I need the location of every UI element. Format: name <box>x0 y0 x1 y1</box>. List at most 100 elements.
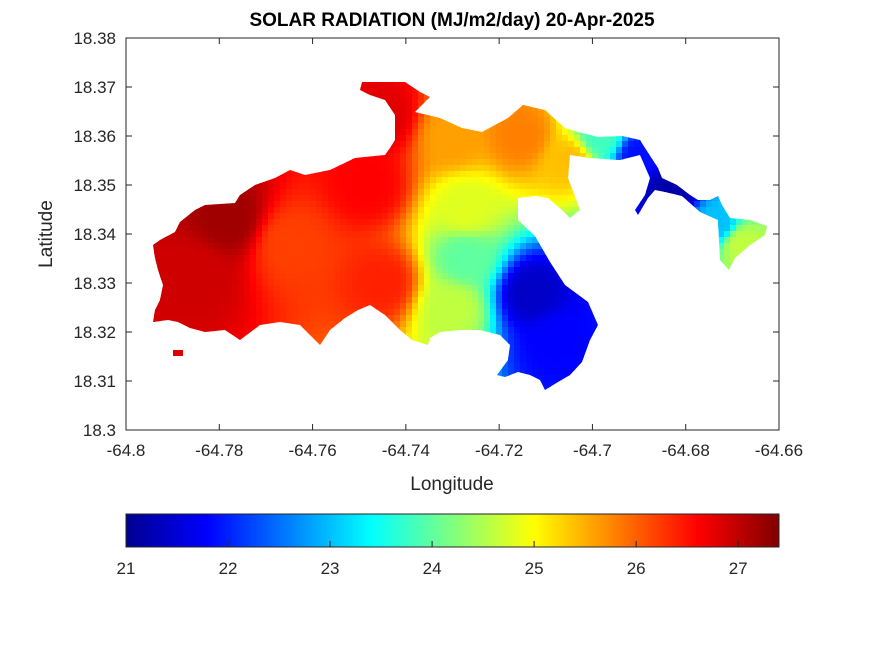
heatmap-cell <box>376 111 383 118</box>
heatmap-cell <box>754 261 761 268</box>
heatmap-cell <box>376 297 383 304</box>
heatmap-cell <box>346 357 353 364</box>
heatmap-cell <box>460 285 467 292</box>
heatmap-cell <box>676 315 683 322</box>
heatmap-cell <box>358 183 365 190</box>
heatmap-cell <box>568 159 575 166</box>
heatmap-cell <box>478 117 485 124</box>
heatmap-cell <box>178 207 185 214</box>
heatmap-cell <box>376 75 383 82</box>
heatmap-cell <box>424 249 431 256</box>
heatmap-cell <box>574 153 581 160</box>
heatmap-cell <box>532 291 539 298</box>
heatmap-cell <box>550 285 557 292</box>
heatmap-cell <box>730 183 737 190</box>
heatmap-cell <box>574 321 581 328</box>
heatmap-cell <box>418 327 425 334</box>
heatmap-cell <box>153 213 155 220</box>
heatmap-cell <box>214 237 221 244</box>
heatmap-cell <box>604 141 611 148</box>
heatmap-cell <box>616 243 623 250</box>
heatmap-cell <box>760 333 767 340</box>
heatmap-cell <box>238 171 245 178</box>
heatmap-cell <box>442 219 449 226</box>
heatmap-cell <box>364 345 371 352</box>
heatmap-cell <box>574 207 581 214</box>
heatmap-cell <box>316 123 323 130</box>
heatmap-cell <box>550 303 557 310</box>
heatmap-cell <box>496 201 503 208</box>
heatmap-cell <box>424 213 431 220</box>
heatmap-cell <box>550 135 557 142</box>
heatmap-cell <box>580 243 587 250</box>
heatmap-cell <box>304 273 311 280</box>
heatmap-cell <box>664 219 671 226</box>
heatmap-cell <box>478 273 485 280</box>
heatmap-cell <box>454 165 461 172</box>
heatmap-cell <box>424 111 431 118</box>
heatmap-cell <box>616 333 623 340</box>
heatmap-cell <box>466 255 473 262</box>
heatmap-cell <box>448 207 455 214</box>
heatmap-cell <box>670 99 677 106</box>
heatmap-cell <box>556 351 563 358</box>
heatmap-cell <box>550 87 557 94</box>
heatmap-cell <box>454 327 461 334</box>
heatmap-cell <box>286 171 293 178</box>
heatmap-cell <box>664 327 671 334</box>
heatmap-cell <box>328 279 335 286</box>
heatmap-cell <box>550 339 557 346</box>
heatmap-cell <box>256 321 263 328</box>
heatmap-cell <box>214 147 221 154</box>
heatmap-cell <box>568 82 575 88</box>
heatmap-cell <box>208 129 215 136</box>
heatmap-cell <box>153 165 155 172</box>
heatmap-cell <box>256 291 263 298</box>
heatmap-cell <box>724 183 731 190</box>
heatmap-cell <box>388 111 395 118</box>
heatmap-cell <box>316 333 323 340</box>
heatmap-cell <box>454 75 461 82</box>
heatmap-cell <box>172 351 179 358</box>
heatmap-cell <box>226 249 233 256</box>
heatmap-cell <box>682 99 689 106</box>
heatmap-cell <box>418 183 425 190</box>
heatmap-cell <box>166 357 173 364</box>
heatmap-cell <box>358 87 365 94</box>
heatmap-cell <box>448 189 455 196</box>
heatmap-cell <box>580 333 587 340</box>
heatmap-cell <box>508 189 515 196</box>
heatmap-cell <box>358 291 365 298</box>
heatmap-cell <box>436 237 443 244</box>
heatmap-cell <box>676 135 683 142</box>
heatmap-cell <box>358 111 365 118</box>
heatmap-cell <box>694 183 701 190</box>
heatmap-cell <box>436 93 443 100</box>
heatmap-cell <box>688 327 695 334</box>
heatmap-cell <box>208 82 215 88</box>
heatmap-cell <box>394 279 401 286</box>
heatmap-cell <box>358 82 365 88</box>
heatmap-cell <box>562 75 569 82</box>
heatmap-cell <box>226 195 233 202</box>
heatmap-cell <box>202 225 209 232</box>
heatmap-cell <box>250 135 257 142</box>
heatmap-cell <box>736 279 743 286</box>
heatmap-cell <box>652 111 659 118</box>
heatmap-cell <box>682 82 689 88</box>
heatmap-cell <box>544 333 551 340</box>
heatmap-cell <box>490 171 497 178</box>
heatmap-cell <box>484 231 491 238</box>
heatmap-cell <box>616 165 623 172</box>
heatmap-cell <box>166 147 173 154</box>
heatmap-cell <box>256 345 263 352</box>
heatmap-cell <box>412 177 419 184</box>
heatmap-cell <box>274 117 281 124</box>
heatmap-cell <box>550 117 557 124</box>
heatmap-cell <box>652 273 659 280</box>
heatmap-cell <box>370 345 377 352</box>
heatmap-cell <box>658 345 665 352</box>
heatmap-cell <box>292 183 299 190</box>
heatmap-cell <box>580 93 587 100</box>
heatmap-cell <box>628 279 635 286</box>
